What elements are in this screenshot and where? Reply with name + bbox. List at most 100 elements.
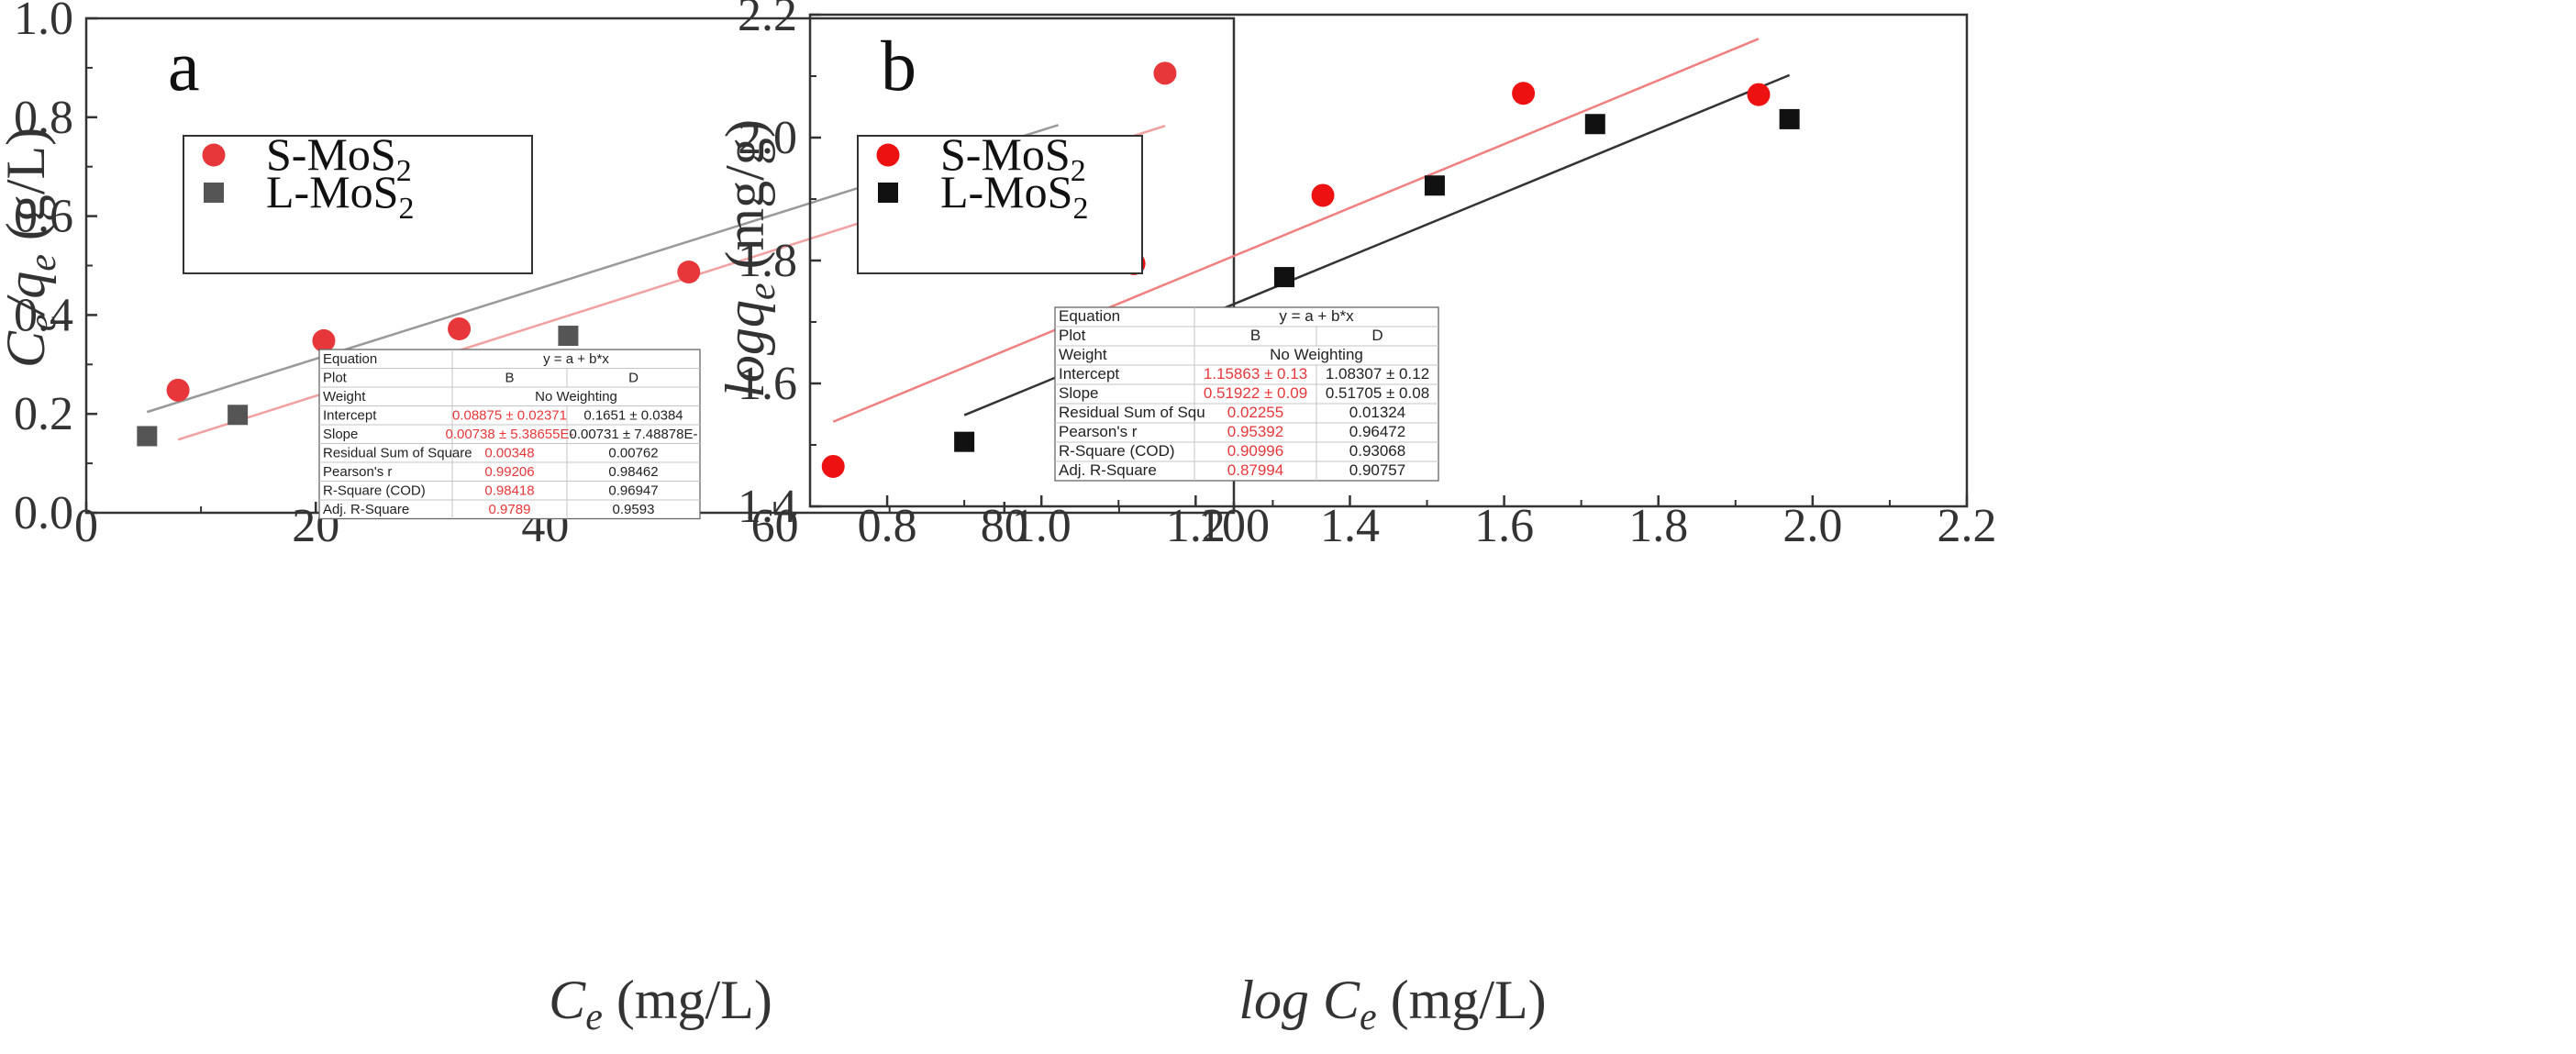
table-cell-span: y = a + b*x (543, 351, 609, 367)
table-cell-b: 0.00348 (484, 445, 534, 460)
x-tick-label: 0.8 (858, 500, 917, 552)
table-cell-d: 0.51705 ± 0.08 (1326, 384, 1429, 402)
table-cell-b: 0.08875 ± 0.02371 (452, 407, 567, 423)
y-tick-label: 0.0 (14, 487, 73, 539)
table-cell-label: Intercept (323, 407, 377, 423)
data-point-s-mos2 (677, 261, 701, 284)
legend-subscript: 2 (396, 154, 412, 188)
data-point-s-mos2 (1153, 61, 1177, 85)
data-point-l-mos2 (228, 405, 249, 426)
y-tick-label: 1.0 (14, 0, 73, 45)
table-cell-b: 0.00738 ± 5.38655E- (445, 427, 573, 442)
table-cell-label: Pearson's r (323, 464, 392, 480)
y-tick-label: 0.6 (14, 191, 73, 243)
table-cell-label: Intercept (1059, 365, 1119, 383)
table-frame (1054, 306, 1439, 482)
table-cell-label: Residual Sum of Squ (1059, 404, 1205, 421)
table-cell-b: 0.51922 ± 0.09 (1204, 384, 1307, 402)
table-cell-label: R-Square (COD) (323, 483, 426, 498)
table-cell-b: 0.02255 (1227, 404, 1283, 421)
data-point-l-mos2 (1779, 108, 1800, 129)
chart-panel-b: 0.8 1.0 1.2 1.4 1.6 1.8 2.0 2.2 1.4 1.6 1.8 2.0 2.2 b… (715, 0, 1997, 1038)
fit-line-s-mos2 (832, 38, 1760, 423)
legend-label-s-mos2: S-MoS2 (266, 128, 412, 188)
table-cell-b: 0.9789 (489, 502, 531, 517)
table-cell-span: y = a + b*x (1279, 307, 1354, 325)
table-cell-b: 1.15863 ± 0.13 (1204, 365, 1307, 383)
data-point-l-mos2 (1424, 175, 1445, 196)
legend-marker-l-mos2 (204, 183, 224, 203)
y-axis-label-sub: e (741, 283, 783, 300)
table-cell-d: 0.9593 (613, 502, 655, 517)
legend-name: L-MoS (940, 166, 1072, 217)
table-cell-b: 0.99206 (484, 464, 534, 480)
y-axis-label-main: logq (715, 300, 775, 398)
table-cell-label: Plot (323, 370, 348, 385)
table-cell-d: 0.96472 (1349, 423, 1405, 440)
stats-table: Equation y = a + b*x Plot B D Weight No Weight… (1054, 306, 1439, 482)
y-axis-label-slash: /q (0, 272, 56, 317)
y-tick-label: 0.4 (14, 289, 73, 341)
table-cell-label: Adj. R-Square (323, 502, 409, 517)
x-axis-label-sub: e (585, 996, 603, 1038)
table-cell-b: B (505, 370, 514, 385)
legend-subscript: 2 (1072, 192, 1088, 226)
legend-subscript: 2 (1071, 154, 1086, 188)
table-cell-label: Plot (1059, 327, 1086, 344)
table-cell-label: Weight (323, 389, 366, 405)
table-cell-d: 0.98462 (608, 464, 658, 480)
legend-name: S-MoS (266, 128, 396, 180)
y-axis-label-unit: (g/L) (0, 128, 56, 254)
data-point-s-mos2 (166, 378, 190, 402)
table-cell-b: 0.95392 (1227, 423, 1283, 440)
data-point-s-mos2 (1512, 82, 1536, 105)
legend-subscript: 2 (398, 192, 414, 226)
table-cell-b: 0.98418 (484, 483, 534, 498)
table-cell-d: 0.90757 (1349, 461, 1405, 479)
x-axis-label-main: log C (1238, 970, 1360, 1030)
table-cell-d: 1.08307 ± 0.12 (1326, 365, 1429, 383)
y-axis-label-main: C (0, 330, 56, 368)
x-tick-label: 1.6 (1474, 500, 1534, 552)
stats-table: Equation y = a + b*x Plot B D Weight No Weight… (318, 349, 701, 520)
legend-marker-s-mos2 (202, 143, 226, 167)
table-cell-span: No Weighting (1270, 346, 1363, 363)
y-axis-label: logqe (mg/g) (715, 119, 783, 398)
data-point-l-mos2 (558, 326, 579, 347)
table-cell-d: 0.00762 (608, 445, 658, 460)
x-tick-label: 2.0 (1782, 500, 1842, 552)
data-point-l-mos2 (137, 426, 158, 447)
x-axis-label: log Ce (mg/L) (1238, 970, 1546, 1038)
table-cell-d: D (628, 370, 638, 385)
panel-label: b (881, 26, 916, 105)
x-tick-label: 1.0 (1012, 500, 1071, 552)
table-cell-b: B (1250, 327, 1260, 344)
legend-label-l-mos2: L-MoS2 (266, 166, 414, 226)
table-frame (318, 349, 701, 520)
x-tick-label: 80 (981, 500, 1028, 552)
table-cell-label: Adj. R-Square (1059, 461, 1157, 479)
legend-box (857, 135, 1143, 274)
table-cell-label: Equation (1059, 307, 1120, 325)
table-cell-d: 0.93068 (1349, 442, 1405, 460)
y-tick-label: 2.2 (738, 0, 797, 41)
y-tick-label: 2.0 (738, 112, 797, 164)
table-cell-b: 0.90996 (1227, 442, 1283, 460)
y-axis-label: Ce/qe (g/L) (0, 128, 64, 368)
x-tick-label: 0 (74, 500, 98, 552)
x-axis-label-unit: (mg/L) (1377, 970, 1547, 1030)
legend-box (183, 135, 533, 274)
y-axis-label-sub: e (22, 314, 64, 331)
legend-label-l-mos2: L-MoS2 (940, 166, 1088, 226)
table-cell-label: Slope (323, 427, 358, 442)
data-point-l-mos2 (1584, 114, 1605, 135)
panel-label: a (168, 26, 200, 105)
legend-name: L-MoS (266, 166, 398, 217)
table-cell-b: 0.87994 (1227, 461, 1283, 479)
y-tick-label: 1.4 (738, 481, 797, 533)
x-tick-label: 1.8 (1628, 500, 1688, 552)
y-axis-label-unit: (mg/g) (715, 119, 775, 283)
x-tick-label: 100 (1198, 500, 1270, 552)
data-point-s-mos2 (821, 454, 845, 478)
